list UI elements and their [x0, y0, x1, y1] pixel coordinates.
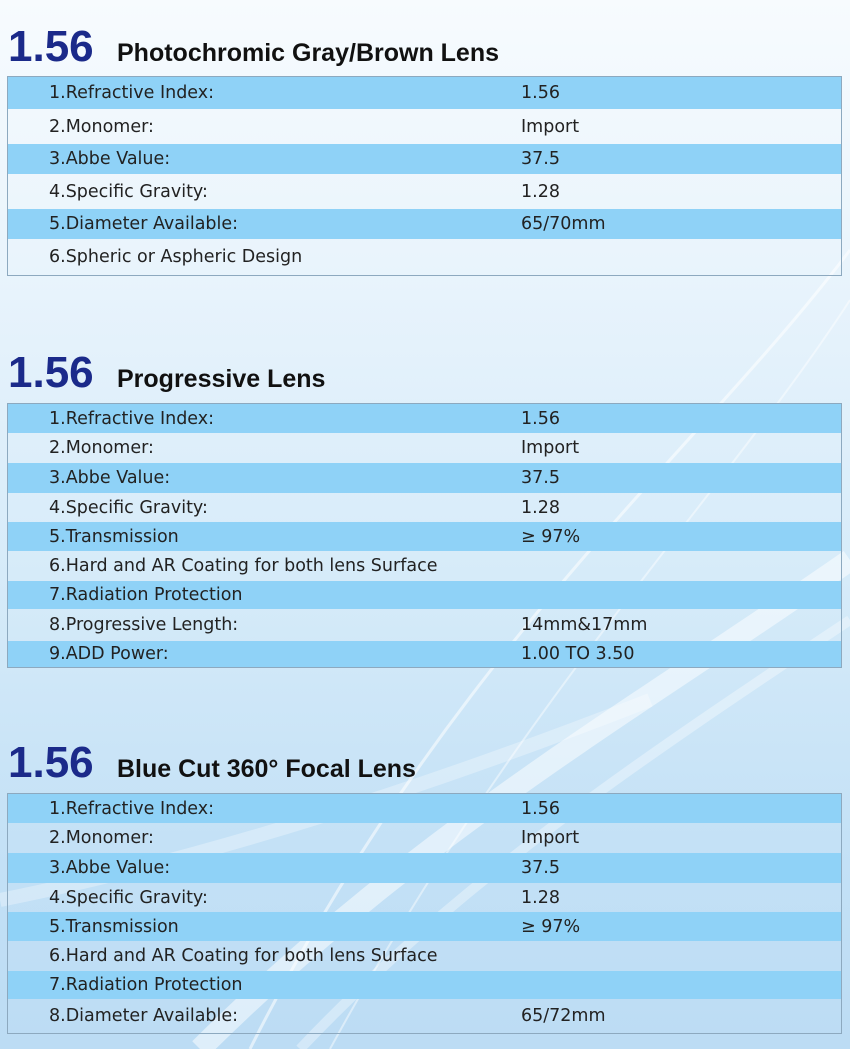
row-value: 65/72mm [521, 1006, 606, 1026]
table-row: 3.Abbe Value: 37.5 [8, 463, 841, 493]
section-heading: 1.56 Blue Cut 360° Focal Lens [0, 738, 850, 792]
row-label: 3.Abbe Value: [49, 149, 171, 169]
row-label: 3.Abbe Value: [49, 468, 171, 488]
section-number: 1.56 [8, 348, 94, 397]
row-label: 5.Transmission [49, 526, 179, 547]
row-label: 1.Refractive Index: [49, 83, 215, 103]
table-row: 4.Specific Gravity: 1.28 [8, 493, 841, 522]
row-value: Import [521, 116, 580, 137]
table-row: 6.Spheric or Aspheric Design [8, 239, 841, 275]
row-value: 1.28 [521, 497, 560, 518]
table-row: 3.Abbe Value: 37.5 [8, 144, 841, 174]
row-label: 6.Hard and AR Coating for both lens Surf… [49, 556, 438, 576]
row-value: ≥ 97% [521, 526, 581, 547]
row-label: 2.Monomer: [49, 828, 154, 848]
row-label: 6.Hard and AR Coating for both lens Surf… [49, 946, 438, 966]
spec-table: 1.Refractive Index: 1.56 2.Monomer: Impo… [7, 793, 842, 1034]
row-label: 6.Spheric or Aspheric Design [49, 247, 303, 267]
row-label: 4.Specific Gravity: [49, 497, 208, 518]
table-row: 1.Refractive Index: 1.56 [8, 404, 841, 433]
table-row: 6.Hard and AR Coating for both lens Surf… [8, 551, 841, 581]
row-value: Import [521, 828, 580, 848]
row-label: 4.Specific Gravity: [49, 181, 208, 202]
section-number: 1.56 [8, 738, 94, 787]
row-label: 9.ADD Power: [49, 644, 169, 664]
table-row: 4.Specific Gravity: 1.28 [8, 174, 841, 209]
section-heading: 1.56 Photochromic Gray/Brown Lens [0, 22, 850, 76]
row-label: 8.Diameter Available: [49, 1006, 239, 1026]
section-heading: 1.56 Progressive Lens [0, 348, 850, 402]
row-value: 1.56 [521, 798, 560, 819]
row-value: 1.56 [521, 83, 560, 103]
spec-table: 1.Refractive Index: 1.56 2.Monomer: Impo… [7, 403, 842, 668]
table-row: 9.ADD Power: 1.00 TO 3.50 [8, 641, 841, 667]
spec-table: 1.Refractive Index: 1.56 2.Monomer: Impo… [7, 76, 842, 276]
row-label: 7.Radiation Protection [49, 975, 243, 995]
row-label: 4.Specific Gravity: [49, 887, 208, 908]
table-row: 8.Progressive Length: 14mm&17mm [8, 609, 841, 641]
row-value: 65/70mm [521, 214, 606, 234]
table-row: 3.Abbe Value: 37.5 [8, 853, 841, 883]
table-row: 2.Monomer: Import [8, 823, 841, 853]
row-value: 1.56 [521, 408, 560, 429]
table-row: 7.Radiation Protection [8, 581, 841, 609]
table-row: 5.Diameter Available: 65/70mm [8, 209, 841, 239]
row-label: 7.Radiation Protection [49, 585, 243, 605]
table-row: 6.Hard and AR Coating for both lens Surf… [8, 941, 841, 971]
row-value: 1.28 [521, 181, 560, 202]
row-label: 2.Monomer: [49, 116, 154, 137]
table-row: 5.Transmission ≥ 97% [8, 912, 841, 941]
row-value: 37.5 [521, 858, 560, 878]
row-value: 1.28 [521, 887, 560, 908]
row-label: 8.Progressive Length: [49, 615, 239, 635]
row-value: 37.5 [521, 468, 560, 488]
row-label: 5.Diameter Available: [49, 214, 239, 234]
row-label: 1.Refractive Index: [49, 408, 215, 429]
row-label: 5.Transmission [49, 916, 179, 937]
table-row: 4.Specific Gravity: 1.28 [8, 883, 841, 912]
row-value: 37.5 [521, 149, 560, 169]
row-value: ≥ 97% [521, 916, 581, 937]
table-row: 2.Monomer: Import [8, 109, 841, 144]
table-row: 7.Radiation Protection [8, 971, 841, 999]
row-label: 2.Monomer: [49, 438, 154, 458]
section-number: 1.56 [8, 22, 94, 71]
section-title: Progressive Lens [117, 365, 326, 393]
row-label: 3.Abbe Value: [49, 858, 171, 878]
row-value: 1.00 TO 3.50 [521, 644, 635, 664]
row-label: 1.Refractive Index: [49, 798, 215, 819]
table-row: 5.Transmission ≥ 97% [8, 522, 841, 551]
section-title: Blue Cut 360° Focal Lens [117, 755, 416, 783]
row-value: Import [521, 438, 580, 458]
row-value: 14mm&17mm [521, 615, 648, 635]
table-row: 2.Monomer: Import [8, 433, 841, 463]
section-title: Photochromic Gray/Brown Lens [117, 39, 500, 67]
table-row: 1.Refractive Index: 1.56 [8, 794, 841, 823]
table-row: 8.Diameter Available: 65/72mm [8, 999, 841, 1033]
table-row: 1.Refractive Index: 1.56 [8, 77, 841, 109]
